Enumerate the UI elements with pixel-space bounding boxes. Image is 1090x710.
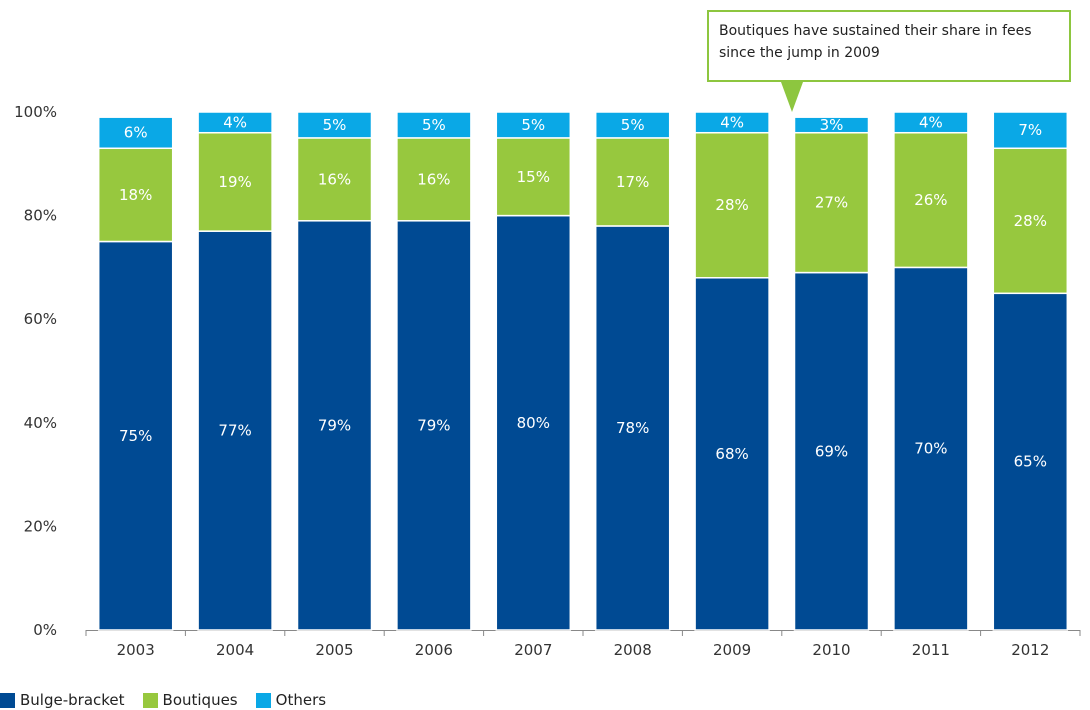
bar-segment-boutiques bbox=[893, 131, 969, 269]
bar-segment-others bbox=[793, 116, 870, 134]
bar-segment-boutiques bbox=[793, 131, 870, 274]
bar-segment-others bbox=[992, 111, 1069, 150]
bars: 75% 18% 6% 77% 19% 4% 79% 16% 5% 79% 16% 5% 80% 15% 5%… bbox=[97, 111, 1069, 631]
data-label-others: 3% bbox=[820, 116, 844, 134]
legend-swatch-bulge-bracket bbox=[0, 692, 15, 708]
legend-label-bulge-bracket: Bulge-bracket bbox=[20, 691, 125, 709]
x-tick-label: 2005 bbox=[315, 641, 353, 659]
data-label-others: 5% bbox=[323, 116, 347, 134]
bar-segment-boutiques bbox=[594, 137, 671, 227]
bar-segment-bulge-bracket bbox=[97, 240, 174, 631]
bar-segment-others bbox=[694, 111, 770, 134]
data-label-bulge-bracket: 78% bbox=[616, 419, 649, 437]
data-label-boutiques: 19% bbox=[218, 173, 251, 191]
bar-segment-others bbox=[893, 111, 969, 134]
legend-swatch-others bbox=[255, 692, 271, 708]
y-tick-label: 40% bbox=[24, 414, 57, 432]
y-tick-label: 60% bbox=[24, 310, 57, 328]
data-label-boutiques: 26% bbox=[914, 191, 947, 209]
bar-segment-bulge-bracket bbox=[694, 277, 770, 631]
data-label-others: 6% bbox=[124, 124, 148, 142]
legend-label-boutiques: Boutiques bbox=[162, 691, 238, 709]
bar-segment-boutiques bbox=[694, 131, 770, 279]
legend-swatch-boutiques bbox=[142, 692, 158, 708]
x-tick-label: 2007 bbox=[514, 641, 552, 659]
legend: Bulge-bracket Boutiques Others bbox=[0, 690, 344, 710]
data-label-boutiques: 28% bbox=[1014, 212, 1047, 230]
data-label-bulge-bracket: 65% bbox=[1014, 453, 1047, 471]
data-label-bulge-bracket: 68% bbox=[715, 445, 748, 463]
x-tick-label: 2003 bbox=[117, 641, 155, 659]
y-tick-label: 100% bbox=[14, 103, 57, 121]
data-label-bulge-bracket: 70% bbox=[914, 440, 947, 458]
data-label-bulge-bracket: 79% bbox=[417, 416, 450, 434]
x-tick-label: 2012 bbox=[1011, 641, 1049, 659]
bar-segment-others bbox=[296, 111, 373, 139]
y-axis: 0% 20% 40% 60% 80% 100% bbox=[14, 103, 57, 639]
legend-label-others: Others bbox=[275, 691, 327, 709]
y-tick-label: 0% bbox=[33, 621, 57, 639]
bar-segment-others bbox=[97, 116, 174, 150]
bar-segment-boutiques bbox=[992, 147, 1069, 295]
x-axis: 2003 2004 2005 2006 2007 2008 2009 2010 2011 2012 bbox=[85, 630, 1081, 659]
annotation-text: Boutiques have sustained their share in … bbox=[719, 23, 1032, 61]
legend-item-boutiques: Boutiques bbox=[142, 691, 238, 709]
data-label-boutiques: 15% bbox=[517, 168, 550, 186]
x-tick-label: 2008 bbox=[614, 641, 652, 659]
x-tick-label: 2010 bbox=[812, 641, 850, 659]
data-label-bulge-bracket: 77% bbox=[218, 422, 251, 440]
data-label-others: 5% bbox=[621, 116, 645, 134]
data-label-bulge-bracket: 75% bbox=[119, 427, 152, 445]
bar-segment-bulge-bracket bbox=[396, 220, 472, 631]
bar-segment-boutiques bbox=[495, 137, 572, 217]
bar-segment-boutiques bbox=[197, 131, 273, 232]
data-label-bulge-bracket: 69% bbox=[815, 442, 848, 460]
data-label-boutiques: 27% bbox=[815, 194, 848, 212]
bar-segment-others bbox=[594, 111, 671, 139]
bar-segment-bulge-bracket bbox=[992, 292, 1069, 631]
bar-segment-bulge-bracket bbox=[793, 271, 870, 631]
data-label-others: 4% bbox=[919, 113, 943, 131]
annotation-callout: Boutiques have sustained their share in … bbox=[707, 10, 1071, 82]
bar-segment-bulge-bracket bbox=[296, 220, 373, 631]
x-tick-label: 2009 bbox=[713, 641, 751, 659]
data-label-bulge-bracket: 80% bbox=[517, 414, 550, 432]
data-label-boutiques: 28% bbox=[715, 196, 748, 214]
y-tick-label: 20% bbox=[24, 517, 57, 535]
x-tick-label: 2006 bbox=[415, 641, 453, 659]
data-label-others: 5% bbox=[422, 116, 446, 134]
legend-item-others: Others bbox=[255, 691, 327, 709]
data-label-others: 4% bbox=[223, 113, 247, 131]
bar-segment-boutiques bbox=[396, 137, 472, 222]
data-label-others: 5% bbox=[521, 116, 545, 134]
x-tick-label: 2004 bbox=[216, 641, 254, 659]
data-label-bulge-bracket: 79% bbox=[318, 416, 351, 434]
data-label-others: 7% bbox=[1018, 121, 1042, 139]
data-label-boutiques: 16% bbox=[417, 170, 450, 188]
bar-segment-bulge-bracket bbox=[594, 225, 671, 631]
bar-segment-bulge-bracket bbox=[495, 214, 572, 631]
data-label-boutiques: 17% bbox=[616, 173, 649, 191]
bar-segment-others bbox=[396, 111, 472, 139]
y-tick-label: 80% bbox=[24, 207, 57, 225]
legend-item-bulge-bracket: Bulge-bracket bbox=[0, 691, 125, 709]
x-tick-label: 2011 bbox=[912, 641, 950, 659]
data-label-boutiques: 16% bbox=[318, 170, 351, 188]
callout-pointer bbox=[781, 82, 803, 112]
bar-segment-bulge-bracket bbox=[893, 266, 969, 631]
data-label-others: 4% bbox=[720, 113, 744, 131]
bar-segment-others bbox=[197, 111, 273, 134]
bar-segment-others bbox=[495, 111, 572, 139]
data-label-boutiques: 18% bbox=[119, 186, 152, 204]
